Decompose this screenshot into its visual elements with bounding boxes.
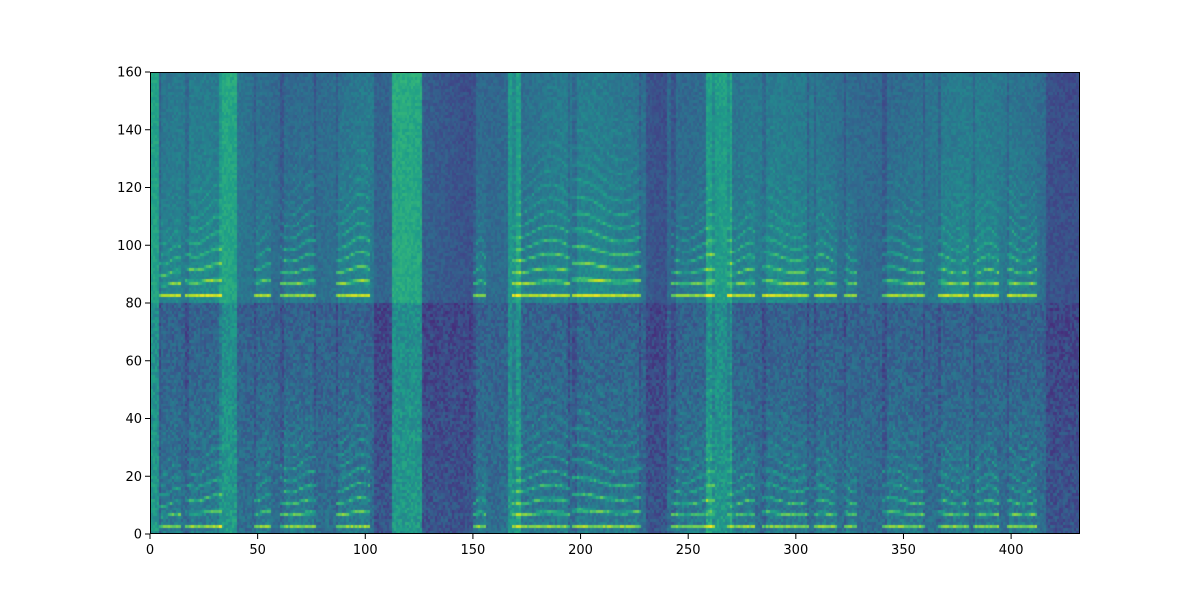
x-tick-label: 50 xyxy=(249,543,266,558)
y-tick-label: 0 xyxy=(134,528,142,543)
y-tick-label: 140 xyxy=(117,123,142,138)
x-tick-label: 200 xyxy=(568,543,593,558)
y-tick-label: 160 xyxy=(117,66,142,81)
x-tick-label: 0 xyxy=(146,543,154,558)
y-tick-label: 20 xyxy=(125,470,142,485)
x-tick-label: 350 xyxy=(891,543,916,558)
y-tick-label: 80 xyxy=(125,297,142,312)
spectrogram-heatmap xyxy=(150,72,1080,534)
x-tick-label: 250 xyxy=(676,543,701,558)
plot-frame xyxy=(150,72,1080,534)
y-tick-label: 40 xyxy=(125,412,142,427)
y-tick-label: 120 xyxy=(117,181,142,196)
x-tick-label: 150 xyxy=(461,543,486,558)
x-tick-label: 400 xyxy=(999,543,1024,558)
heatmap-plot-area xyxy=(150,72,1080,534)
x-tick-label: 100 xyxy=(353,543,378,558)
x-axis-ticks: 0 50 100 150 200 250 300 350 400 xyxy=(146,534,1024,558)
y-tick-label: 60 xyxy=(125,354,142,369)
y-tick-label: 100 xyxy=(117,239,142,254)
x-tick-label: 300 xyxy=(783,543,808,558)
y-axis-ticks: 0 20 40 60 80 100 120 140 160 xyxy=(117,66,150,543)
